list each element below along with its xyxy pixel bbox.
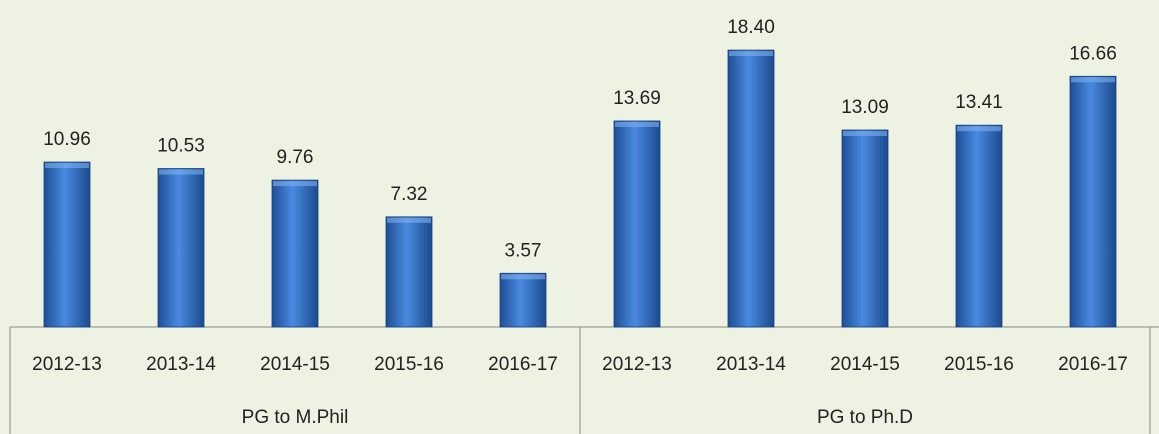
bar [157, 168, 205, 328]
group-label: PG to Ph.D [817, 407, 913, 428]
x-tick-label: 2016-17 [488, 354, 558, 375]
bar-highlight [843, 130, 887, 136]
value-label: 13.69 [613, 88, 661, 109]
bar-highlight [501, 274, 545, 280]
bar [385, 216, 433, 328]
x-tick-label: 2012-13 [32, 354, 102, 375]
bar-highlight [729, 51, 773, 57]
bar [955, 124, 1003, 328]
value-label: 3.57 [505, 240, 542, 261]
x-tick-label: 2016-17 [1058, 354, 1128, 375]
value-label: 16.66 [1069, 43, 1117, 64]
bar-highlight [615, 121, 659, 127]
bar-highlight [273, 181, 317, 187]
value-label: 10.96 [43, 129, 91, 150]
bar [841, 129, 889, 328]
value-label: 13.41 [955, 92, 1003, 113]
value-label: 9.76 [277, 147, 314, 168]
bar [271, 179, 319, 328]
bar [613, 120, 661, 328]
x-tick-label: 2014-15 [260, 354, 330, 375]
value-label: 10.53 [157, 136, 205, 157]
bar-highlight [45, 163, 89, 169]
value-label: 18.40 [727, 17, 775, 38]
x-tick-label: 2013-14 [146, 354, 216, 375]
group-label: PG to M.Phil [242, 407, 349, 428]
bar [727, 49, 775, 328]
x-tick-label: 2015-16 [944, 354, 1014, 375]
x-tick-label: 2013-14 [716, 354, 786, 375]
x-tick-label: 2014-15 [830, 354, 900, 375]
bar [43, 161, 91, 328]
bar [1069, 75, 1117, 328]
value-label: 7.32 [391, 184, 428, 205]
bar-highlight [159, 169, 203, 175]
x-tick-label: 2015-16 [374, 354, 444, 375]
bar-highlight [1071, 77, 1115, 83]
bar [499, 272, 547, 328]
value-label: 13.09 [841, 97, 889, 118]
bar-highlight [957, 126, 1001, 132]
bar-highlight [387, 217, 431, 223]
x-tick-label: 2012-13 [602, 354, 672, 375]
